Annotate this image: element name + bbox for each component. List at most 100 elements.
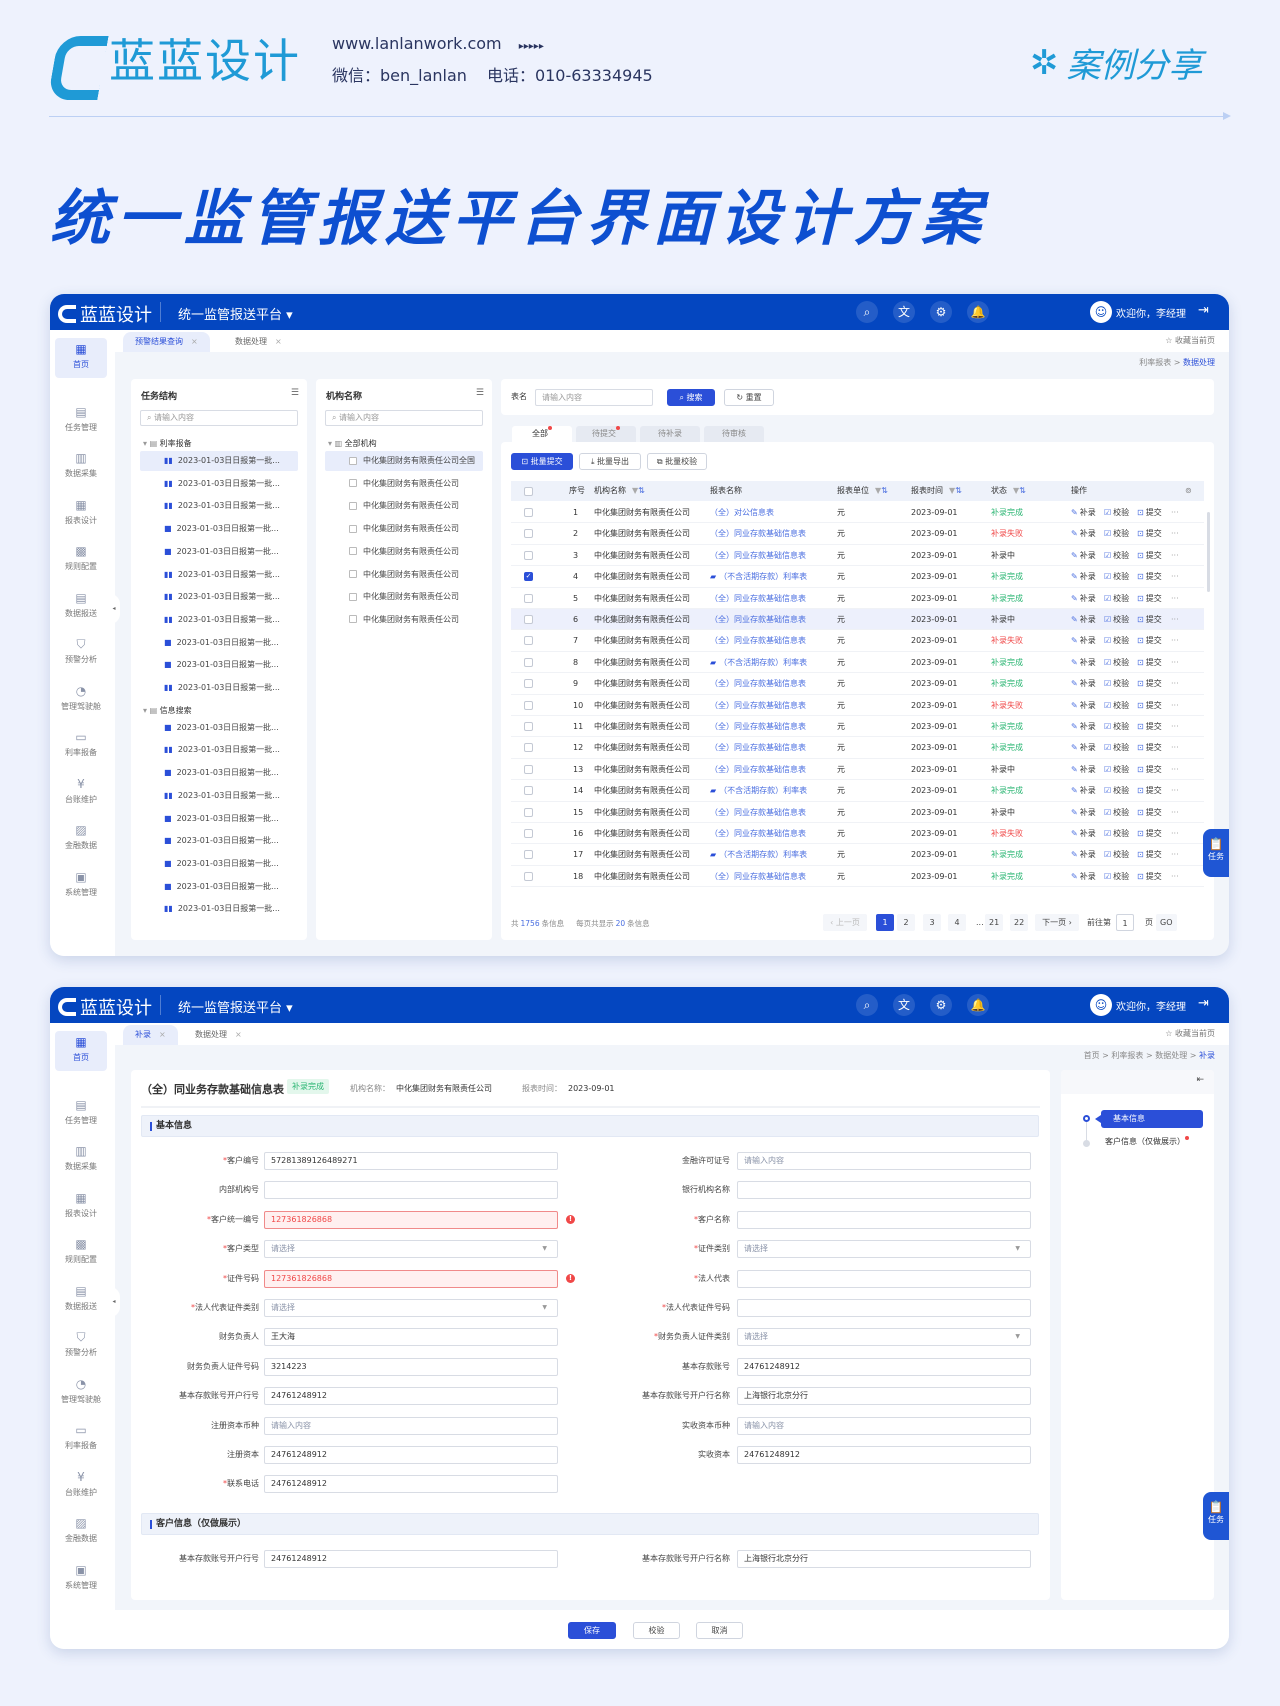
gear-icon[interactable]: ⚙ bbox=[930, 994, 952, 1016]
checkbox[interactable] bbox=[349, 501, 357, 510]
save-button[interactable]: 保存 bbox=[568, 1622, 616, 1639]
action-supplement[interactable]: ✎ 补录 bbox=[1071, 737, 1096, 758]
action-validate[interactable]: ☑ 校验 bbox=[1104, 502, 1129, 523]
collapse-nav-icon[interactable]: ⇤ bbox=[1196, 1075, 1204, 1085]
sidebar-item-8[interactable]: ▭ 利率报备 bbox=[55, 726, 107, 766]
tree-group[interactable]: ▾ ▤ 利率报备 bbox=[143, 439, 192, 448]
action-submit[interactable]: ⊡ 提交 bbox=[1137, 630, 1162, 651]
org-item[interactable]: 中化集团财务有限责任公司 bbox=[325, 542, 483, 562]
report-name-link[interactable]: ▰ （不含活期存款）利率表 bbox=[710, 844, 807, 865]
column-header[interactable]: 报表时间 ▼⇅ bbox=[911, 481, 962, 501]
more-actions-icon[interactable]: ··· bbox=[1171, 593, 1179, 603]
more-actions-icon[interactable]: ··· bbox=[1171, 722, 1179, 731]
close-tab-icon[interactable]: × bbox=[235, 1030, 242, 1039]
report-name-link[interactable]: （全）同业存款基础信息表 bbox=[710, 737, 806, 758]
action-validate[interactable]: ☑ 校验 bbox=[1104, 780, 1129, 801]
action-supplement[interactable]: ✎ 补录 bbox=[1071, 695, 1096, 716]
avatar[interactable]: ☺ bbox=[1090, 994, 1112, 1016]
report-name-link[interactable]: （全）同业存款基础信息表 bbox=[710, 802, 806, 823]
checkbox[interactable] bbox=[349, 547, 357, 556]
row-checkbox[interactable] bbox=[524, 615, 533, 624]
more-actions-icon[interactable]: ··· bbox=[1171, 829, 1179, 838]
action-submit[interactable]: ⊡ 提交 bbox=[1137, 502, 1162, 523]
action-submit[interactable]: ⊡ 提交 bbox=[1137, 609, 1162, 630]
page-button[interactable]: 21 bbox=[985, 914, 1004, 931]
action-submit[interactable]: ⊡ 提交 bbox=[1137, 823, 1162, 844]
translate-icon[interactable]: 文 bbox=[893, 994, 915, 1016]
toolbar-button-1[interactable]: ⤓ 批量导出 bbox=[579, 453, 641, 470]
status-tab[interactable]: 待审核 bbox=[704, 426, 764, 442]
row-checkbox[interactable] bbox=[524, 807, 533, 817]
collapse-panel-icon[interactable]: ☰ bbox=[290, 388, 299, 398]
favorite-page-button[interactable]: ☆ 收藏当前页 bbox=[1165, 1029, 1215, 1038]
platform-switcher[interactable]: 统一监管报送平台 ▾ bbox=[178, 1001, 293, 1016]
column-header[interactable]: 状态 ▼⇅ bbox=[991, 481, 1026, 501]
action-submit[interactable]: ⊡ 提交 bbox=[1137, 695, 1162, 716]
row-checkbox[interactable] bbox=[524, 850, 533, 860]
text-field[interactable]: 请输入内容 bbox=[264, 1416, 558, 1435]
text-field[interactable]: 24761248912 bbox=[264, 1387, 558, 1406]
table-row[interactable]: 12 中化集团财务有限责任公司 （全）同业存款基础信息表 元 2023-09-01 补录完… bbox=[511, 737, 1204, 759]
sidebar-item-3[interactable]: ▦ 报表设计 bbox=[55, 1187, 107, 1227]
select-field[interactable]: 请选择 ▼ bbox=[737, 1240, 1031, 1259]
prev-page-button[interactable]: ‹ 上一页 bbox=[823, 914, 867, 931]
goto-page-input[interactable]: 1 bbox=[1116, 914, 1134, 931]
sidebar-item-10[interactable]: ▨ 金融数据 bbox=[55, 819, 107, 859]
action-validate[interactable]: ☑ 校验 bbox=[1104, 802, 1129, 823]
checkbox[interactable] bbox=[349, 524, 357, 533]
checkbox[interactable] bbox=[349, 615, 357, 624]
nav-item-basic-info[interactable]: 基本信息 bbox=[1095, 1110, 1203, 1128]
table-row[interactable]: 13 中化集团财务有限责任公司 （全）同业存款基础信息表 元 2023-09-01 补录中… bbox=[511, 759, 1204, 781]
action-supplement[interactable]: ✎ 补录 bbox=[1071, 802, 1096, 823]
select-all-checkbox[interactable] bbox=[524, 487, 533, 496]
action-submit[interactable]: ⊡ 提交 bbox=[1137, 844, 1162, 865]
org-item[interactable]: 中化集团财务有限责任公司 bbox=[325, 587, 483, 607]
bell-icon[interactable]: 🔔 bbox=[967, 301, 989, 323]
tree-item[interactable]: ■ 2023-01-03日日报第一批... bbox=[140, 809, 298, 829]
sidebar-item-0[interactable]: ▦ 首页 bbox=[55, 1031, 107, 1071]
row-checkbox[interactable] bbox=[524, 700, 533, 710]
tree-item[interactable]: ▮▮ 2023-01-03日日报第一批... bbox=[140, 899, 298, 919]
action-validate[interactable]: ☑ 校验 bbox=[1104, 737, 1129, 758]
select-field[interactable]: 请选择 ▼ bbox=[264, 1240, 558, 1259]
tree-item[interactable]: ▮▮ 2023-01-03日日报第一批... bbox=[140, 496, 298, 516]
text-field[interactable]: 请输入内容 bbox=[737, 1152, 1031, 1170]
text-field[interactable]: 24761248912 bbox=[264, 1550, 558, 1568]
report-name-link[interactable]: （全）同业存款基础信息表 bbox=[710, 630, 806, 651]
action-validate[interactable]: ☑ 校验 bbox=[1104, 609, 1129, 630]
action-supplement[interactable]: ✎ 补录 bbox=[1071, 759, 1096, 780]
action-supplement[interactable]: ✎ 补录 bbox=[1071, 566, 1096, 587]
more-actions-icon[interactable]: ··· bbox=[1171, 764, 1179, 774]
task-search-input[interactable]: ⌕ 请输入内容 bbox=[140, 410, 298, 426]
action-supplement[interactable]: ✎ 补录 bbox=[1071, 866, 1096, 887]
favorite-page-button[interactable]: ☆ 收藏当前页 bbox=[1165, 336, 1215, 345]
sidebar-item-4[interactable]: ▩ 规则配置 bbox=[55, 540, 107, 580]
sidebar-item-10[interactable]: ▨ 金融数据 bbox=[55, 1512, 107, 1552]
tree-item[interactable]: ▮▮ 2023-01-03日日报第一批... bbox=[140, 740, 298, 760]
action-validate[interactable]: ☑ 校验 bbox=[1104, 588, 1129, 609]
org-item[interactable]: 中化集团财务有限责任公司 bbox=[325, 496, 483, 516]
row-checkbox[interactable] bbox=[524, 550, 533, 560]
bell-icon[interactable]: 🔔 bbox=[967, 994, 989, 1016]
table-row[interactable]: 2 中化集团财务有限责任公司 （全）同业存款基础信息表 元 2023-09-01 补录失败… bbox=[511, 523, 1204, 545]
sidebar-item-1[interactable]: ▤ 任务管理 bbox=[55, 1094, 107, 1134]
more-actions-icon[interactable]: ··· bbox=[1171, 679, 1179, 689]
row-checkbox[interactable] bbox=[524, 593, 533, 603]
more-actions-icon[interactable]: ··· bbox=[1171, 615, 1179, 624]
tree-item[interactable]: ■ 2023-01-03日日报第一批... bbox=[140, 763, 298, 783]
page-button[interactable]: 4 bbox=[948, 914, 966, 931]
action-validate[interactable]: ☑ 校验 bbox=[1104, 844, 1129, 865]
action-supplement[interactable]: ✎ 补录 bbox=[1071, 652, 1096, 673]
page-tab[interactable]: 补录 × bbox=[123, 1025, 178, 1045]
close-tab-icon[interactable]: × bbox=[275, 337, 282, 346]
table-row[interactable]: 15 中化集团财务有限责任公司 （全）同业存款基础信息表 元 2023-09-01 补录中… bbox=[511, 802, 1204, 823]
report-name-link[interactable]: （全）同业存款基础信息表 bbox=[710, 523, 806, 544]
sort-icon[interactable]: ⇅ bbox=[638, 486, 645, 495]
row-checkbox[interactable] bbox=[524, 722, 533, 731]
sidebar-item-7[interactable]: ◔ 管理驾驶舱 bbox=[55, 1373, 107, 1413]
more-actions-icon[interactable]: ··· bbox=[1171, 508, 1179, 517]
breadcrumb-item[interactable]: 首页 bbox=[1083, 1051, 1100, 1060]
checkbox[interactable] bbox=[349, 479, 357, 488]
row-checkbox[interactable] bbox=[524, 786, 533, 796]
sidebar-item-8[interactable]: ▭ 利率报备 bbox=[55, 1419, 107, 1459]
